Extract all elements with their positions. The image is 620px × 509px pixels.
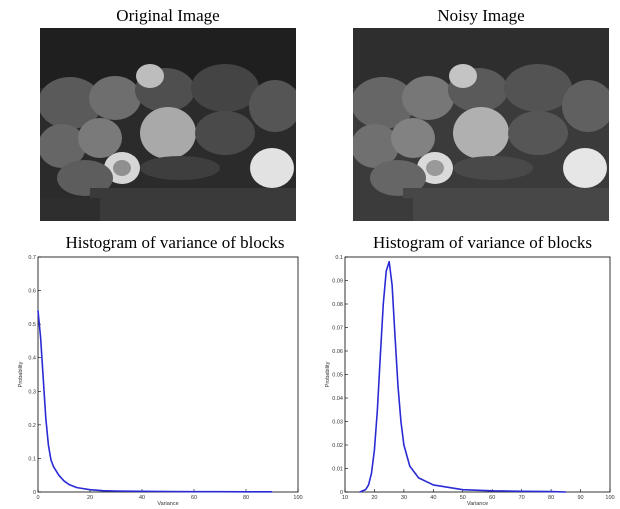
- chart2-plot-frame: [344, 256, 611, 493]
- chart1-data-point: [76, 487, 78, 489]
- chart2-xtick-label: 100: [605, 495, 614, 501]
- chart1-ytick-label: 0.5: [28, 322, 36, 328]
- chart1-data-point: [271, 491, 273, 493]
- chart1-data-point: [45, 417, 47, 419]
- chart2-data-point: [403, 444, 405, 446]
- chart2-ytick-label: 0.04: [332, 396, 343, 402]
- chart2-title: Histogram of variance of blocks: [372, 233, 593, 252]
- noisy-image-title: Noisy Image: [437, 6, 525, 25]
- chart1-data-point: [63, 480, 65, 482]
- chart1-data-point: [167, 490, 169, 493]
- original-image: [40, 28, 296, 221]
- chart1-xaxis-label: Variance: [157, 501, 178, 507]
- chart2-xtick-label: 90: [577, 495, 583, 501]
- chart2-yaxis-label: Probability: [325, 361, 331, 387]
- chart2-xtick-label: 10: [342, 495, 348, 501]
- chart1-data-point: [47, 444, 50, 446]
- chart2-data-point: [565, 491, 567, 493]
- chart2-ytick-label: 0.09: [332, 279, 343, 285]
- histogram-chart-noisy: 10 20 30 40 50 60 70 80 90 100 0 0.01 0.02 0.03 0.04 0.…: [325, 255, 615, 507]
- chart1-xtick-label: 20: [87, 495, 93, 501]
- chart2-data-point: [418, 477, 420, 479]
- chart2-xtick-label: 20: [371, 495, 377, 501]
- chart1-data-point: [193, 491, 195, 493]
- chart1-data-point: [141, 490, 143, 492]
- chart2-ytick-label: 0.08: [332, 302, 343, 308]
- chart2-data-point: [365, 489, 367, 491]
- chart2-data-point: [385, 270, 387, 272]
- chart1-data-point: [40, 336, 42, 339]
- chart1-data-point: [37, 310, 39, 312]
- chart2-ytick-label: 0: [340, 490, 343, 496]
- chart2-ytick-label: 0.02: [332, 443, 343, 449]
- chart2-data-point: [462, 489, 464, 491]
- chart2-xtick-label: 40: [430, 495, 436, 501]
- chart1-ytick-label: 0.1: [28, 456, 36, 462]
- chart1-data-point: [53, 466, 55, 468]
- chart1-ytick-label: 0.7: [28, 255, 36, 261]
- chart2-data-point: [550, 490, 552, 493]
- chart2-xtick-label: 60: [489, 495, 495, 501]
- chart1-ytick-label: 0.3: [28, 389, 36, 395]
- chart1-data-point: [50, 459, 52, 461]
- chart2-data-point: [491, 490, 493, 492]
- chart2-data-point: [521, 490, 523, 492]
- chart2-ytick-label: 0.1: [335, 255, 343, 261]
- chart2-data-point: [373, 449, 376, 451]
- chart1-data-point: [115, 490, 117, 492]
- chart2-xtick-label: 80: [548, 495, 554, 501]
- chart1-xtick-label: 0: [36, 495, 39, 501]
- chart1-yaxis-label: Probability: [18, 361, 24, 387]
- chart2-xaxis-label: Variance: [467, 501, 488, 507]
- chart2-data-point: [370, 472, 373, 474]
- chart2-data-point: [394, 336, 396, 338]
- chart1-data-point: [42, 377, 44, 379]
- chart2-ytick-label: 0.07: [332, 326, 343, 332]
- chart2-data-point: [382, 303, 384, 305]
- histogram-chart-original: 0 20 40 60 80 100 0 0.1 0.2 0.3 0.4 0.5 0.6 0.7 Varian…: [18, 255, 303, 507]
- chart2-data-point: [359, 491, 361, 493]
- chart1-ytick-label: 0.4: [28, 356, 36, 362]
- chart1-data-point: [219, 491, 221, 493]
- chart2-ytick-label: 0.06: [332, 349, 343, 355]
- chart2-xtick-label: 70: [519, 495, 525, 501]
- chart1-xtick-label: 80: [243, 495, 249, 501]
- chart2-data-point: [409, 465, 411, 467]
- chart1-xtick-label: 40: [139, 495, 145, 501]
- chart1-data-point: [68, 484, 70, 486]
- chart2-xtick-label: 30: [401, 495, 407, 501]
- chart1-ytick-label: 0.2: [28, 423, 36, 429]
- chart1-data-point: [58, 474, 60, 476]
- chart2-data-point: [376, 409, 378, 411]
- chart1-title: Histogram of variance of blocks: [65, 233, 285, 252]
- chart2-data-point: [397, 385, 399, 387]
- chart1-ytick-label: 0: [33, 490, 36, 496]
- chart2-data-point: [432, 484, 434, 486]
- chart2-data-point: [379, 355, 381, 357]
- chart1-plot-frame: [37, 256, 299, 493]
- chart1-data-point: [89, 489, 91, 491]
- original-image-title: Original Image: [116, 6, 220, 25]
- chart2-data-point: [391, 284, 393, 286]
- chart2-data-point: [400, 420, 402, 423]
- chart2-ytick-label: 0.03: [332, 420, 343, 426]
- chart1-ytick-label: 0.6: [28, 289, 36, 295]
- chart1-data-point: [245, 491, 247, 493]
- chart1-data-point: [102, 490, 104, 492]
- chart1-series-line: [37, 310, 272, 493]
- chart2-ytick-label: 0.01: [332, 467, 343, 473]
- chart1-xtick-label: 100: [293, 495, 302, 501]
- chart2-ytick-label: 0.05: [332, 373, 343, 379]
- chart2-xtick-label: 50: [460, 495, 466, 501]
- noisy-image: [353, 28, 609, 221]
- chart2-data-point: [367, 484, 370, 486]
- chart2-data-point: [388, 261, 390, 263]
- chart1-xtick-label: 60: [191, 495, 197, 501]
